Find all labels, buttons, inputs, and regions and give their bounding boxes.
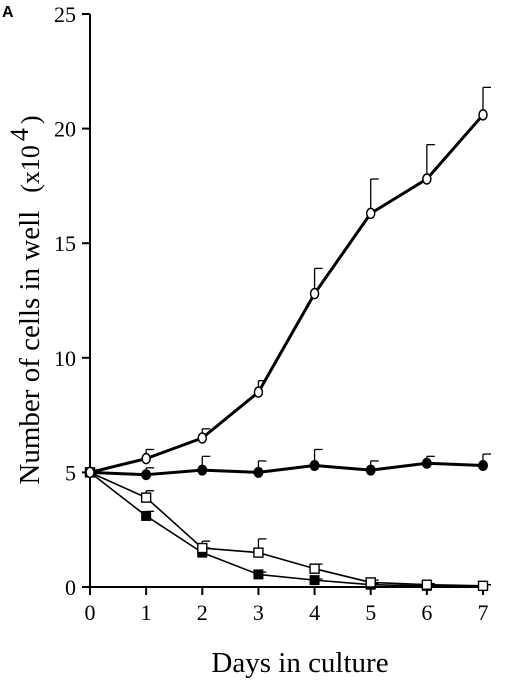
data-point-filled-circle	[141, 469, 152, 481]
data-point-open-circle	[85, 466, 95, 479]
panel-label: A	[2, 4, 14, 21]
series-line	[89, 471, 483, 587]
y-axis-title-unit-prefix: (x10	[16, 145, 45, 193]
y-axis-title: Number of cells in well (x10 4 )	[5, 115, 46, 484]
y-axis-title-unit-suffix: )	[16, 115, 45, 124]
x-axis-title: Days in culture	[211, 647, 388, 679]
data-point-open-circle	[365, 207, 376, 220]
data-point-open-square	[365, 577, 376, 588]
data-point-filled-circle	[421, 457, 432, 469]
data-point-filled-circle	[197, 464, 208, 476]
x-tick-label: 4	[309, 600, 320, 625]
x-tick-label: 0	[85, 600, 96, 625]
data-point-open-square	[253, 547, 264, 558]
y-tick-label: 10	[54, 346, 76, 371]
y-ticks: 0 5 10 15 20 25	[54, 2, 90, 600]
x-tick-label: 3	[253, 600, 264, 625]
series-group	[85, 86, 491, 479]
x-tick-label: 5	[365, 600, 376, 625]
series-line	[89, 471, 484, 587]
series-layer	[84, 86, 491, 592]
data-point-filled-square	[141, 510, 152, 521]
y-axis-title-unit-exponent: 4	[5, 128, 34, 141]
data-point-open-square	[421, 579, 433, 590]
data-point-open-square	[140, 492, 152, 503]
data-point-open-circle	[309, 287, 320, 300]
y-tick-label: 15	[54, 231, 76, 256]
y-axis-title-main: Number of cells in well	[14, 211, 46, 485]
data-point-open-circle	[478, 109, 488, 121]
series-group	[84, 467, 491, 592]
series-group	[85, 467, 491, 591]
x-tick-label: 6	[421, 600, 432, 625]
data-point-filled-circle	[365, 464, 376, 476]
data-point-open-circle	[253, 386, 264, 398]
data-point-filled-circle	[309, 460, 320, 472]
y-tick-label: 0	[65, 575, 76, 600]
data-point-filled-square	[253, 569, 264, 580]
axes	[89, 14, 483, 588]
data-point-open-square	[197, 542, 208, 554]
x-tick-label: 1	[141, 600, 152, 625]
x-tick-label: 7	[478, 600, 489, 625]
data-point-filled-square	[309, 575, 320, 586]
y-tick-label: 25	[54, 2, 76, 27]
x-ticks: 0 1 2 3 4 5 6 7	[85, 587, 489, 625]
data-point-open-circle	[422, 173, 432, 185]
x-tick-label: 2	[197, 600, 208, 625]
data-point-open-circle	[197, 432, 208, 444]
data-point-filled-circle	[478, 460, 488, 472]
series-line	[89, 461, 484, 477]
data-point-open-square	[477, 580, 489, 592]
data-point-open-square	[309, 563, 320, 574]
data-point-filled-circle	[253, 466, 264, 478]
y-tick-label: 20	[54, 117, 76, 142]
series-line	[89, 113, 485, 474]
y-tick-label: 5	[65, 460, 76, 485]
data-point-open-circle	[141, 452, 151, 465]
